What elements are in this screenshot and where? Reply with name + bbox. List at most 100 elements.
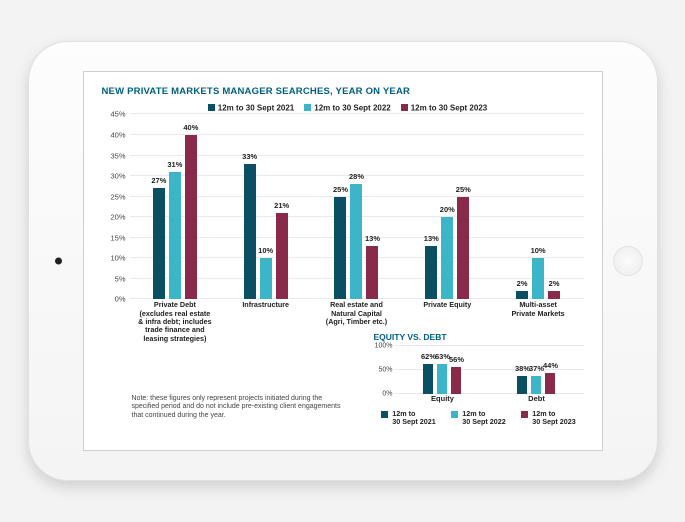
bar-label: 10% [531,246,546,255]
ytick: 10% [102,254,130,263]
ytick: 100% [374,343,396,350]
bar-label: 63% [435,352,450,361]
main-chart-yaxis: 0%5%10%15%20%25%30%35%40%45% [102,114,130,299]
legend-swatch [451,411,458,418]
ytick: 0% [102,295,130,304]
bar: 38% [517,376,527,394]
category-label: Private Equity [404,301,490,309]
legend-swatch [208,104,215,111]
bar-group: 27%31%40% [130,135,221,299]
bar: 44% [545,373,555,394]
bar: 10% [260,258,272,299]
bar: 27% [153,188,165,299]
bar: 10% [532,258,544,299]
bar-group: 33%10%21% [223,164,309,300]
bar: 21% [276,213,288,299]
bar-label: 13% [365,234,380,243]
legend-label: 12m to 30 Sept 2022 [314,103,390,112]
gridline [396,345,584,346]
bar-label: 25% [333,185,348,194]
bar-label: 40% [183,123,198,132]
bar-group: 2% 10% 2% [495,258,581,299]
bar-label: 27% [151,176,166,185]
bar-label: 2% [549,279,560,288]
bar-label: 10% [258,246,273,255]
main-chart: 0%5%10%15%20%25%30%35%40%45% 27%31%40%33… [130,114,584,299]
bar-group: 25%28%13% [313,184,399,299]
bar: 13% [425,246,437,299]
bar-label: 38% [515,364,530,373]
ytick: 30% [102,172,130,181]
bar: 63% [437,364,447,394]
bar: 62% [423,364,433,394]
ytick: 20% [102,213,130,222]
home-button[interactable] [613,246,643,276]
bar-label: 2% [517,279,528,288]
bar: 25% [457,197,469,300]
bar-label: 37% [529,364,544,373]
bar-label: 62% [421,352,436,361]
ytick: 45% [102,110,130,119]
sub-chart-wrap: EQUITY VS. DEBT 0%50%100% 62%63%56%38%37… [374,332,584,426]
bar-group: 13%20%25% [404,197,490,300]
category-label: Infrastructure [223,301,309,309]
category-label: Debt [491,394,581,403]
camera-dot [55,258,62,265]
legend-label: 12m to30 Sept 2023 [532,410,576,426]
bar: 40% [185,135,197,299]
bar: 33% [244,164,256,300]
main-chart-title: NEW PRIVATE MARKETS MANAGER SEARCHES, YE… [102,86,584,97]
legend-item: 12m to30 Sept 2023 [521,410,576,426]
bar: 2% [516,291,528,299]
legend-label: 12m to30 Sept 2022 [462,410,506,426]
bar-label: 13% [424,234,439,243]
screen: NEW PRIVATE MARKETS MANAGER SEARCHES, YE… [83,71,603,451]
bar: 31% [169,172,181,299]
ytick: 50% [374,367,396,374]
sub-chart-yaxis: 0%50%100% [374,346,396,394]
legend-swatch [401,104,408,111]
ytick: 5% [102,274,130,283]
category-label: Equity [397,394,487,403]
legend-item: 12m to30 Sept 2021 [381,410,436,426]
bar-group: 38% 37% 44% [491,373,581,394]
bar-label: 25% [456,185,471,194]
bar-label: 21% [274,201,289,210]
category-label: Private Debt(excludes real estate& infra… [130,301,221,342]
legend-label: 12m to 30 Sept 2023 [411,103,487,112]
ytick: 40% [102,130,130,139]
sub-chart-category-labels: Equity Debt [396,394,584,406]
bar-label: 44% [543,361,558,370]
ipad-frame: NEW PRIVATE MARKETS MANAGER SEARCHES, YE… [28,41,658,481]
bar: 13% [366,246,378,299]
bar-label: 31% [167,160,182,169]
legend-swatch [381,411,388,418]
bar: 37% [531,376,541,394]
category-label: Real estate andNatural Capital(Agri, Tim… [313,301,399,326]
legend-item: 12m to30 Sept 2022 [451,410,506,426]
legend-label: 12m to 30 Sept 2021 [218,103,294,112]
main-chart-plot: 27%31%40%33%10%21%25%28%13%13%20%25%2%10… [130,114,584,299]
bar: 2% [548,291,560,299]
ytick: 15% [102,233,130,242]
sub-chart-title: EQUITY VS. DEBT [374,332,584,342]
bar: 28% [350,184,362,299]
legend-swatch [304,104,311,111]
bar-group: 62% 63% 56% [397,364,487,394]
gridline [130,113,584,114]
bar-label: 56% [449,355,464,364]
footnote: Note: these figures only represent proje… [132,395,342,420]
bar: 25% [334,197,346,300]
bar: 56% [451,367,461,394]
bar: 20% [441,217,453,299]
main-chart-legend: 12m to 30 Sept 2021 12m to 30 Sept 2022 12… [102,103,584,112]
bar-label: 33% [242,152,257,161]
bar-label: 28% [349,172,364,181]
ytick: 35% [102,151,130,160]
legend-label: 12m to30 Sept 2021 [392,410,436,426]
ytick: 0% [374,391,396,398]
sub-chart-legend: 12m to30 Sept 2021 12m to30 Sept 2022 12m … [374,410,584,426]
legend-swatch [521,411,528,418]
sub-chart-plot: 62%63%56%38%37%44% [396,346,584,394]
category-label: Multi-assetPrivate Markets [495,301,581,318]
